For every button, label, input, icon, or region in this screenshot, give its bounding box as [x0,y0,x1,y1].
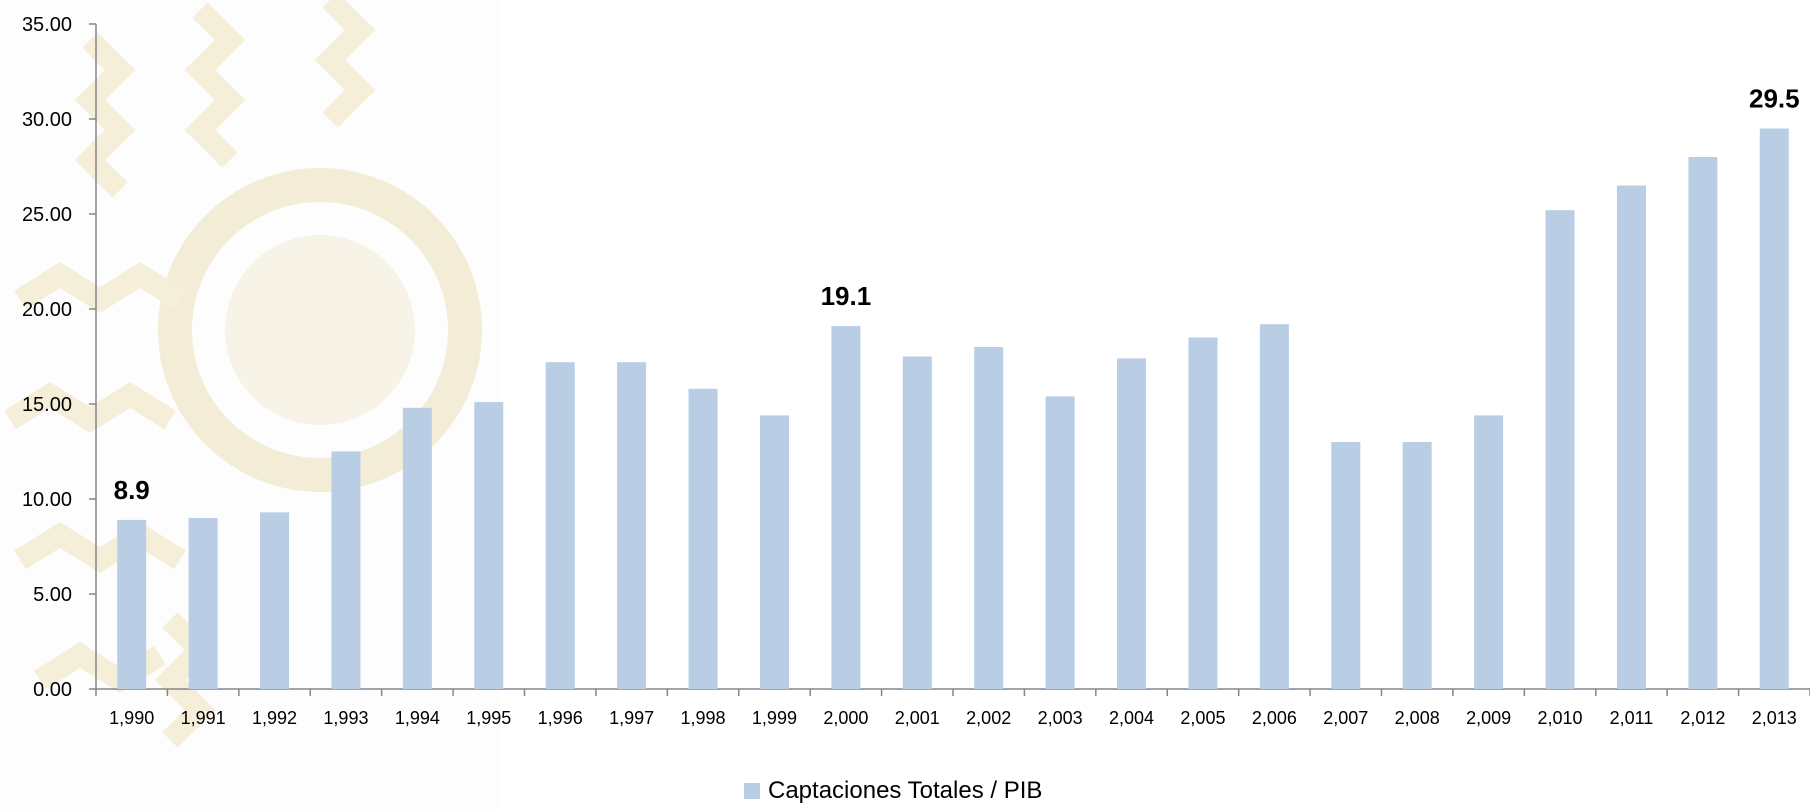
x-tick-label: 2,005 [1180,708,1225,728]
x-tick-label: 2,008 [1395,708,1440,728]
bar [402,407,432,689]
bar [1545,210,1575,689]
bar-series [117,128,1789,689]
x-tick-label: 2,009 [1466,708,1511,728]
data-label: 19.1 [821,281,872,311]
y-tick-label: 25.00 [22,204,72,226]
bar [974,347,1004,689]
bar [1259,324,1289,689]
x-tick-label: 2,010 [1538,708,1583,728]
x-tick-label: 2,006 [1252,708,1297,728]
bar [545,362,575,689]
y-axis: 0.00 5.00 10.00 15.00 20.00 25.00 30.00 35.00 [22,14,97,701]
x-tick-label: 2,013 [1752,708,1797,728]
x-tick-label: 1,999 [752,708,797,728]
bar [1045,396,1075,689]
x-tick-label: 2,004 [1109,708,1154,728]
y-tick-label: 35.00 [22,14,72,36]
bar [831,326,861,689]
bar [474,402,504,689]
x-axis: 1,990 1,991 1,992 1,993 1,994 1,995 1,996 1,997… [95,688,1810,728]
data-label: 8.9 [114,475,150,505]
data-labels: 8.9 19.1 29.5 [114,84,1800,505]
x-tick-label: 1,995 [466,708,511,728]
y-tick-label: 20.00 [22,299,72,321]
x-tick-label: 1,990 [109,708,154,728]
bar [1688,157,1718,689]
legend-swatch [744,783,760,799]
x-tick-label: 2,000 [823,708,868,728]
bar [117,519,147,689]
bar [759,415,789,689]
x-tick-label: 2,003 [1038,708,1083,728]
bar [1331,442,1361,689]
x-tick-label: 1,992 [252,708,297,728]
legend: Captaciones Totales / PIB [744,777,1042,804]
bar [1616,185,1646,689]
x-tick-label: 2,012 [1680,708,1725,728]
x-tick-label: 1,998 [681,708,726,728]
y-tick-label: 30.00 [22,109,72,131]
x-tick-label: 1,996 [538,708,583,728]
y-tick-label: 5.00 [33,584,72,606]
bar [688,388,718,689]
x-tick-label: 1,993 [323,708,368,728]
bar [902,356,932,689]
data-label: 29.5 [1749,84,1800,114]
x-tick-label: 1,994 [395,708,440,728]
x-tick-label: 2,001 [895,708,940,728]
bar [331,451,361,689]
x-tick-label: 1,997 [609,708,654,728]
bar [1759,128,1789,689]
bar [1402,442,1432,689]
y-tick-label: 15.00 [22,394,72,416]
bar [1474,415,1504,689]
x-tick-label: 1,991 [181,708,226,728]
bar [617,362,647,689]
y-tick-label: 10.00 [22,489,72,511]
x-tick-label: 2,011 [1610,708,1654,728]
x-tick-label: 2,007 [1323,708,1368,728]
bar [260,512,290,689]
bar [188,518,218,689]
bar [1188,337,1218,689]
bar [1117,358,1147,689]
x-tick-label: 2,002 [966,708,1011,728]
legend-label: Captaciones Totales / PIB [768,777,1042,804]
y-tick-label: 0.00 [33,679,72,701]
